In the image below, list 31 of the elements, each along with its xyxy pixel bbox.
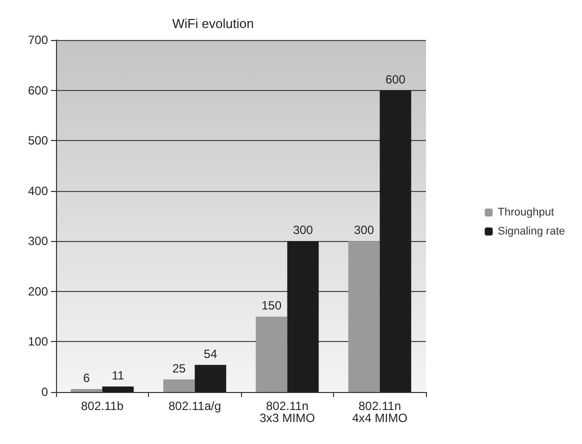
data-label: 11: [112, 368, 125, 382]
x-tick-label: 802.11b: [81, 399, 124, 413]
data-label: 300: [354, 223, 374, 238]
data-label: 300: [292, 223, 314, 238]
x-tick-label: 802.11n 4x4 MIMO: [352, 399, 408, 425]
bar: [348, 241, 380, 392]
data-label: 600: [385, 72, 406, 86]
x-tick-label: 802.11a/g: [168, 399, 221, 413]
y-tick-label: 500: [28, 134, 48, 148]
bar: [70, 388, 102, 392]
chart-title: WiFi evolution: [172, 16, 254, 31]
y-tick-label: 400: [28, 184, 48, 198]
data-label: 150: [262, 298, 282, 313]
data-label: 54: [204, 346, 218, 361]
bar: [256, 316, 288, 392]
y-tick-label: 200: [28, 284, 48, 298]
data-label: 25: [172, 361, 186, 376]
y-tick-label: 300: [28, 234, 48, 248]
legend-label: Signaling rate: [498, 226, 566, 238]
y-tick-label: 600: [28, 83, 48, 98]
legend-label: Throughput: [498, 206, 554, 218]
bar: [380, 90, 412, 392]
bar: [194, 364, 226, 392]
bar: [102, 386, 134, 392]
x-tick-label: 802.11n 3x3 MIMO: [260, 399, 315, 425]
bar: [287, 241, 319, 392]
bar: [163, 379, 195, 392]
y-tick-label: 100: [28, 334, 48, 349]
y-tick-label: 0: [41, 385, 48, 399]
y-tick-label: 700: [28, 33, 48, 47]
data-label: 6: [83, 370, 90, 385]
